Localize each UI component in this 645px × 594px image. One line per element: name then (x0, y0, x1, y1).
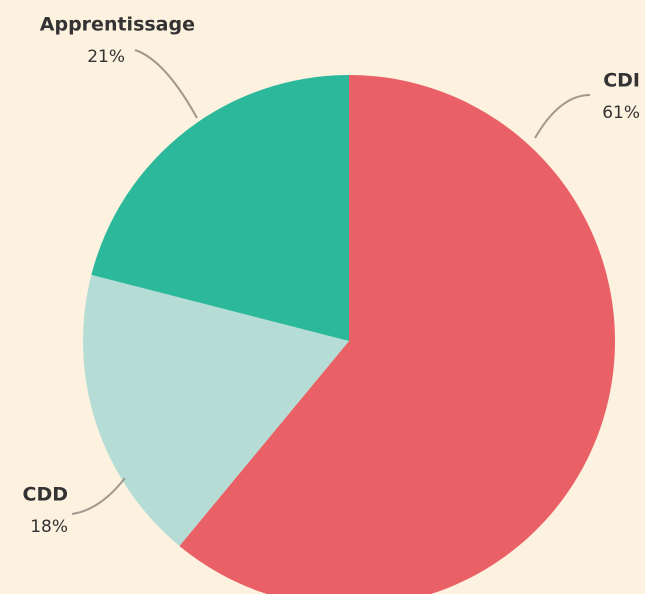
value-label: 18% (30, 517, 68, 537)
pie-slice (83, 274, 349, 546)
slice-label: CDI (603, 70, 640, 92)
value-label: 61% (602, 103, 640, 123)
pie-slice (179, 75, 615, 594)
slice-label: Apprentissage (40, 14, 195, 36)
slice-label: CDD (23, 484, 69, 506)
value-label: 21% (87, 47, 125, 67)
connector (534, 94, 591, 139)
pie-slice (91, 75, 350, 341)
connector (71, 477, 126, 515)
connector (134, 49, 198, 119)
